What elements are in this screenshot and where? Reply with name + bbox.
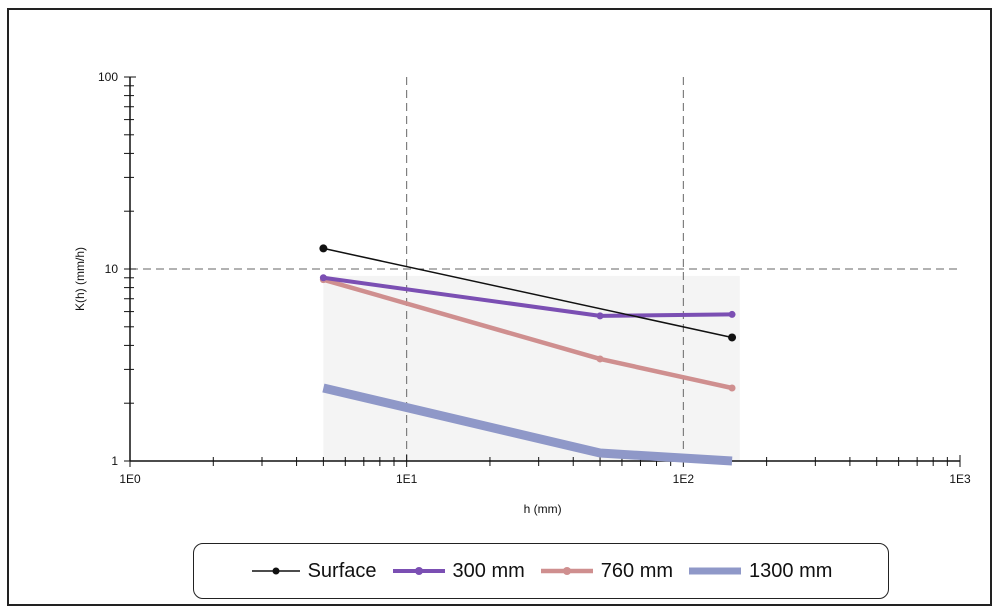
data-point	[728, 333, 737, 342]
y-tick-label: 1	[111, 454, 118, 468]
y-axis-title: K(h) (mm/h)	[73, 247, 87, 311]
data-point	[596, 312, 604, 320]
data-point	[319, 244, 328, 253]
legend-swatch-300mm	[392, 567, 445, 575]
legend-label-760mm: 760 mm	[600, 559, 674, 582]
x-tick-label: 1E1	[396, 472, 418, 486]
legend-swatch-surface	[251, 567, 300, 575]
x-tick-label: 1E2	[673, 472, 695, 486]
data-point	[728, 384, 736, 392]
data-point	[728, 310, 736, 318]
legend-label-surface: Surface	[307, 559, 377, 582]
y-tick-label: 100	[98, 70, 118, 84]
legend-item-760mm: 760 mm	[539, 560, 673, 583]
x-tick-label: 1E3	[949, 472, 971, 486]
series-line-3	[322, 383, 733, 466]
legend-item-300mm: 300 mm	[391, 560, 525, 583]
data-point	[319, 274, 327, 282]
y-tick-label: 10	[105, 262, 119, 276]
legend-swatch-760mm	[540, 567, 593, 575]
series-line-0	[322, 247, 733, 339]
x-tick-label: 1E0	[119, 472, 141, 486]
data-point	[596, 355, 604, 363]
legend-item-surface: Surface	[250, 560, 377, 583]
legend-item-1300mm: 1300 mm	[687, 560, 832, 583]
legend-label-300mm: 300 mm	[452, 559, 525, 582]
legend-label-1300mm: 1300 mm	[749, 559, 833, 582]
legend: Surface 300 mm 760 mm 1300 mm	[193, 543, 889, 599]
legend-swatch-1300mm	[689, 567, 742, 575]
x-axis-title: h (mm)	[524, 502, 562, 516]
